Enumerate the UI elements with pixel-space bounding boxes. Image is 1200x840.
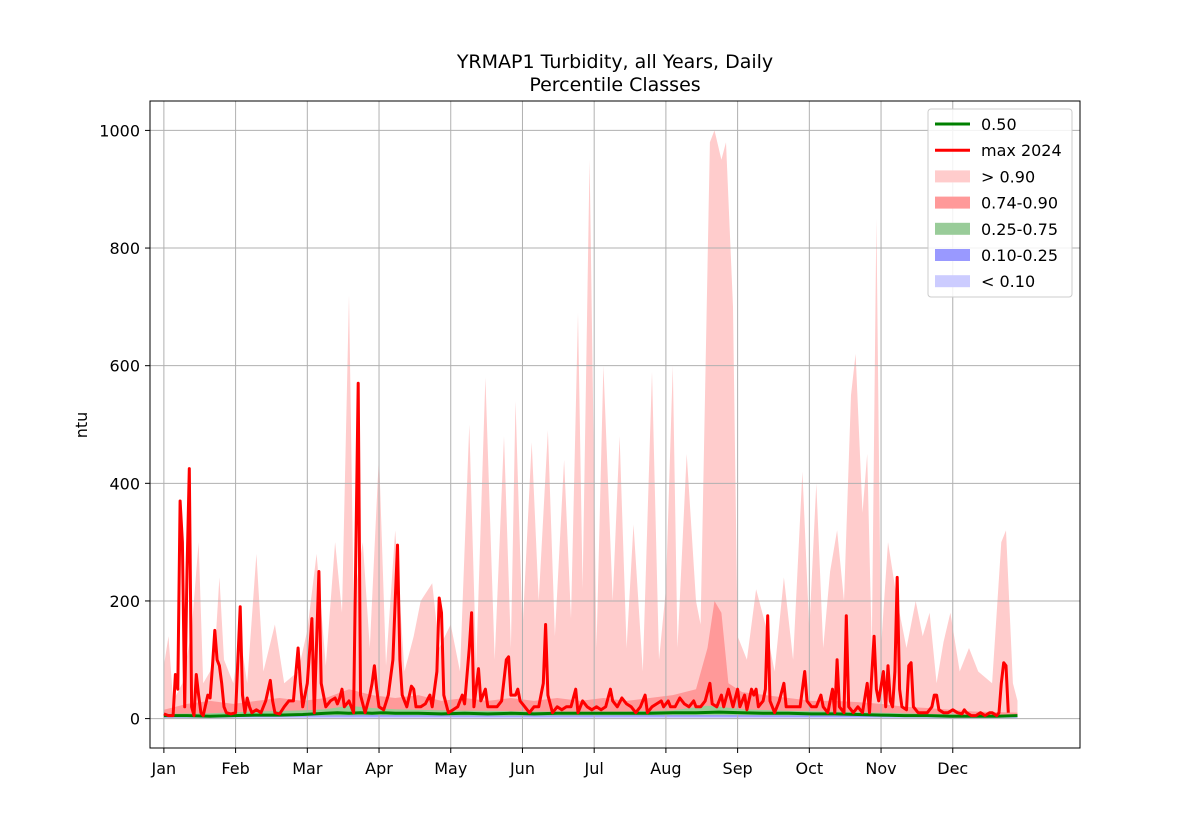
plot-area [149, 100, 1081, 749]
x-tick-label: Aug [650, 759, 681, 778]
y-tick-label: 200 [109, 592, 140, 611]
legend-label-0-90: > 0.90 [981, 167, 1035, 186]
line-layer [163, 381, 1018, 718]
x-tick-label: Mar [292, 759, 323, 778]
y-tick-label: 400 [109, 474, 140, 493]
x-tick-label: May [434, 759, 467, 778]
legend-swatch-0-25-0-75 [935, 222, 970, 235]
y-tick-label: 0 [130, 710, 140, 729]
legend-label-0-10-0-25: 0.10-0.25 [981, 246, 1058, 265]
legend-label-max-2024: max 2024 [981, 141, 1062, 160]
legend-swatch-0-90 [935, 170, 970, 183]
x-tick-label: Jan [151, 759, 177, 778]
x-tick-label: Jul [584, 759, 604, 778]
y-tick-label: 1000 [99, 121, 140, 140]
legend-label-0-74-0-90: 0.74-0.90 [981, 194, 1058, 213]
line-0-50 [163, 710, 1018, 718]
legend-label-0-25-0-75: 0.25-0.75 [981, 220, 1058, 239]
x-tick-label: Dec [937, 759, 968, 778]
band-0-90 [163, 130, 1018, 719]
x-tick-label: Oct [795, 759, 823, 778]
legend-items: 0.50 max 2024 > 0.90 0.74-0.90 0.25-0.75 0.10… [935, 115, 1062, 291]
y-axis-label: ntu [72, 412, 91, 439]
x-tick-label: Jun [509, 759, 535, 778]
x-axis-ticks: Jan Feb Mar Apr May Jun Jul Aug Sep Oct Nov Dec [151, 748, 968, 778]
plot-frame [149, 100, 1081, 749]
chart-subtitle: Percentile Classes [529, 74, 700, 96]
y-tick-label: 600 [109, 357, 140, 376]
x-tick-label: Apr [365, 759, 393, 778]
x-tick-label: Feb [221, 759, 249, 778]
chart-title: YRMAP1 Turbidity, all Years, Daily [456, 51, 773, 73]
legend: 0.50 max 2024 > 0.90 0.74-0.90 0.25-0.75 0.10… [927, 108, 1073, 298]
legend-label-0-10: < 0.10 [981, 272, 1035, 291]
legend-label-0-50: 0.50 [981, 115, 1017, 134]
legend-swatch-0-74-0-90 [935, 196, 970, 209]
line-max-2024 [163, 381, 1010, 718]
legend-swatch-0-10 [935, 275, 970, 288]
legend-swatch-0-10-0-25 [935, 249, 970, 261]
y-tick-label: 800 [109, 239, 140, 258]
x-tick-label: Nov [865, 759, 896, 778]
y-axis-ticks: 0 200 400 600 800 1000 [99, 121, 150, 729]
grid-layer [150, 101, 1080, 748]
x-tick-label: Sep [723, 759, 753, 778]
